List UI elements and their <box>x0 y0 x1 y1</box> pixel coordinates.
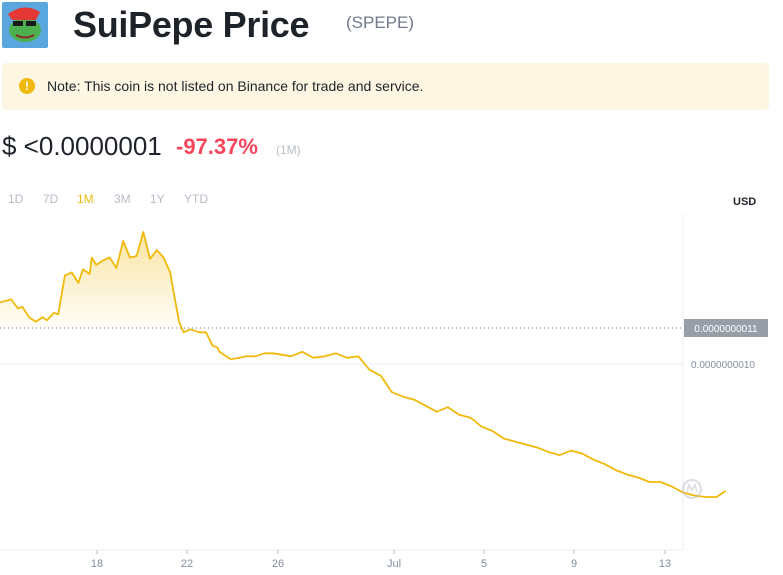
price-change: -97.37% <box>176 134 258 159</box>
x-tick-label: 18 <box>91 558 103 570</box>
range-1y[interactable]: 1Y <box>150 192 165 206</box>
page-title: SuiPepe Price <box>73 4 310 45</box>
current-price: $ <0.0000001 <box>2 131 162 161</box>
x-tick-label: Jul <box>387 558 401 570</box>
x-tick-label: 22 <box>181 558 193 570</box>
x-tick-label: 26 <box>272 558 284 570</box>
price-area <box>0 232 240 328</box>
notice-banner: ! Note: This coin is not listed on Binan… <box>2 63 769 110</box>
coinmarketcap-icon <box>682 479 702 499</box>
reference-value: 0.0000000011 <box>694 324 758 335</box>
range-ytd[interactable]: YTD <box>184 192 208 206</box>
range-7d[interactable]: 7D <box>43 192 59 206</box>
spepe-logo <box>2 2 48 48</box>
coin-symbol: (SPEPE) <box>346 13 415 32</box>
change-period: (1M) <box>276 143 301 157</box>
reference-badge <box>684 319 768 337</box>
range-1d[interactable]: 1D <box>8 192 24 206</box>
x-tick-label: 9 <box>571 558 577 570</box>
range-1m[interactable]: 1M <box>77 192 94 206</box>
range-3m[interactable]: 3M <box>114 192 131 206</box>
price-line <box>0 231 727 498</box>
gridline-value: 0.0000000010 <box>691 360 755 371</box>
x-tick-label: 5 <box>481 558 487 570</box>
x-tick-label: 13 <box>659 558 671 570</box>
currency-label: USD <box>733 196 757 208</box>
exclamation-icon: ! <box>19 78 35 94</box>
header: SuiPepe Price (SPEPE) <box>0 0 783 56</box>
notice-text: Note: This coin is not listed on Binance… <box>47 78 424 94</box>
